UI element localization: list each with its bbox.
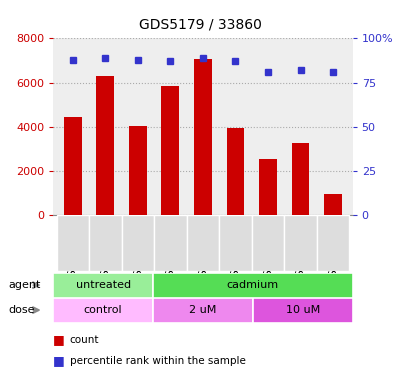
Bar <box>56 215 89 271</box>
Text: cadmium: cadmium <box>226 280 278 290</box>
Text: untreated: untreated <box>75 280 130 290</box>
Text: percentile rank within the sample: percentile rank within the sample <box>70 356 245 366</box>
Bar <box>226 128 244 215</box>
Text: ■: ■ <box>53 354 65 367</box>
Text: 2 uM: 2 uM <box>189 305 216 315</box>
Bar <box>193 60 211 215</box>
Bar <box>219 215 251 271</box>
Bar <box>252 298 352 323</box>
Text: control: control <box>84 305 122 315</box>
Bar <box>291 143 309 215</box>
Bar <box>96 76 114 215</box>
Text: 10 uM: 10 uM <box>285 305 319 315</box>
Text: agent: agent <box>8 280 40 290</box>
Bar <box>154 215 186 271</box>
Bar <box>53 273 153 298</box>
Bar <box>186 215 219 271</box>
Bar <box>128 126 146 215</box>
Bar <box>161 86 179 215</box>
Bar <box>64 117 81 215</box>
Text: ■: ■ <box>53 333 65 346</box>
Bar <box>121 215 154 271</box>
Text: count: count <box>70 335 99 345</box>
Bar <box>89 215 121 271</box>
Bar <box>324 194 341 215</box>
Bar <box>283 215 316 271</box>
Bar <box>153 273 352 298</box>
Text: dose: dose <box>8 305 35 315</box>
Bar <box>251 215 283 271</box>
Text: GDS5179 / 33860: GDS5179 / 33860 <box>139 18 262 32</box>
Bar <box>153 298 252 323</box>
Bar <box>316 215 348 271</box>
Bar <box>258 159 276 215</box>
Bar <box>53 298 153 323</box>
